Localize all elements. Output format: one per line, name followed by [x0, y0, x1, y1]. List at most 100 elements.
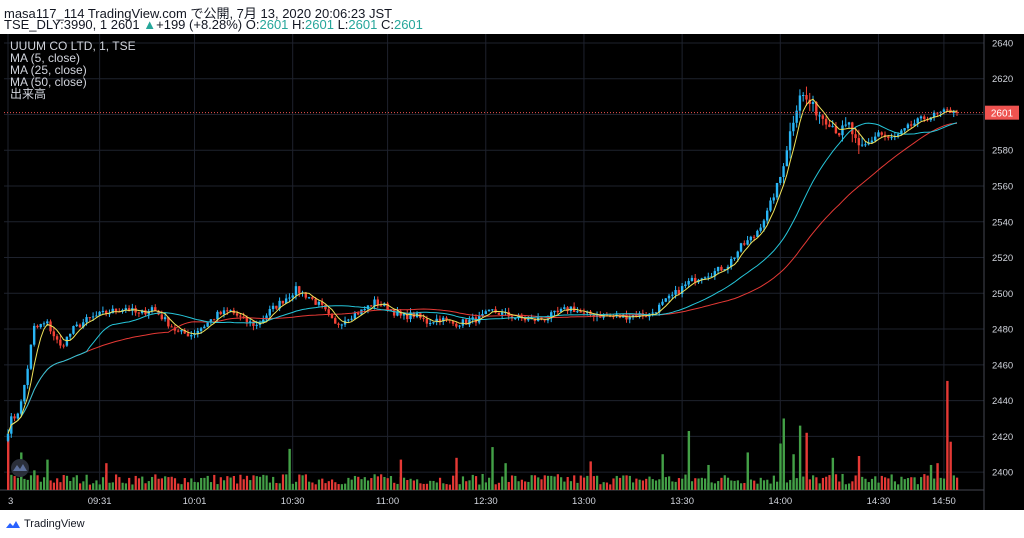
candle-body: [795, 110, 798, 123]
candle-body: [154, 307, 157, 311]
candle-body: [739, 243, 743, 252]
x-tick-label: 14:50: [932, 496, 956, 507]
candle-body: [756, 230, 759, 237]
candle-body: [170, 326, 173, 328]
volume-bar: [563, 481, 566, 490]
candle-body: [389, 309, 393, 311]
y-tick-label: 2620: [992, 74, 1013, 85]
tradingview-brand[interactable]: TradingView: [6, 518, 85, 530]
candle-body: [32, 325, 36, 345]
candle-body: [690, 277, 694, 281]
candle-body: [942, 109, 946, 112]
candle-body: [248, 321, 252, 323]
candle-body: [239, 315, 242, 317]
volume-bar: [340, 484, 343, 490]
candle-body: [85, 317, 88, 323]
chart-legend: UUUM CO LTD, 1, TSE MA (5, close) MA (25…: [10, 40, 136, 100]
volume-bar: [510, 475, 514, 490]
candle-body: [396, 311, 399, 316]
volume-bar: [579, 475, 582, 490]
x-tick-label: 14:30: [867, 496, 891, 507]
volume-bar: [52, 482, 56, 490]
last-price-tag: [985, 105, 1019, 120]
volume-bar: [929, 464, 933, 490]
volume-bar: [504, 463, 507, 490]
candle-body: [455, 323, 458, 327]
candle-body: [644, 316, 648, 318]
volume-bar: [533, 475, 537, 490]
volume-bar: [481, 473, 484, 490]
candle-body: [298, 286, 301, 294]
candle-body: [769, 200, 772, 211]
candle-body: [392, 309, 396, 316]
candle-body: [284, 298, 288, 304]
volume-bar: [900, 476, 903, 490]
volume-bar: [88, 484, 92, 490]
volume-bar: [36, 475, 39, 490]
volume-bar: [556, 474, 559, 490]
candle-body: [684, 284, 687, 287]
x-tick-label: 09:31: [88, 496, 112, 507]
volume-bar: [62, 474, 65, 490]
volume-bar: [105, 463, 108, 490]
candle-body: [762, 220, 766, 228]
candle-body: [507, 312, 510, 317]
volume-bar: [949, 441, 952, 490]
volume-bar: [488, 477, 491, 490]
volume-bar: [59, 482, 62, 490]
volume-bar: [396, 483, 399, 490]
volume-bar: [821, 477, 825, 490]
volume-bar: [393, 482, 396, 490]
volume-bar: [389, 476, 393, 490]
chart-area[interactable]: 2601 2400 2420 2440 2460 2480 2500 2520 2540 2560…: [0, 34, 1024, 510]
volume-bar: [887, 478, 890, 490]
volume-bar: [507, 481, 510, 490]
candle-body: [801, 95, 805, 97]
open-label: O:: [242, 17, 260, 32]
volume-bar: [501, 476, 504, 490]
candle-body: [39, 324, 42, 328]
volume-bar: [484, 482, 487, 490]
volume-bar: [144, 483, 147, 490]
candle-body: [766, 210, 769, 221]
y-tick-label: 2560: [992, 182, 1013, 193]
candle-body: [556, 310, 559, 313]
candle-body: [674, 290, 677, 295]
volume-bar: [690, 481, 694, 490]
candle-body: [409, 312, 412, 320]
volume-bar: [124, 483, 128, 490]
candle-body: [82, 322, 85, 328]
volume-bar: [311, 482, 314, 490]
candle-body: [589, 311, 592, 315]
volume-bar: [524, 481, 527, 490]
volume-bar: [890, 474, 893, 490]
volume-bar: [635, 478, 638, 490]
volume-bar: [841, 473, 844, 490]
volume-bar: [596, 475, 599, 490]
volume-bar: [337, 484, 340, 490]
candle-body: [442, 317, 445, 322]
chart-footer: TradingView: [0, 510, 1024, 538]
candle-body: [72, 326, 75, 334]
volume-bar: [779, 443, 782, 490]
price-chart[interactable]: 2601 2400 2420 2440 2460 2480 2500 2520 2540 2560…: [0, 34, 1024, 510]
volume-bar: [723, 475, 726, 490]
volume-bar: [700, 477, 703, 490]
candle-body: [203, 326, 206, 329]
volume-bar: [808, 479, 811, 490]
volume-bar: [658, 479, 661, 490]
candle-body: [497, 312, 501, 315]
candle-body: [559, 308, 563, 313]
candle-body: [6, 433, 10, 441]
candle-body: [199, 328, 203, 331]
candle-body: [317, 301, 321, 305]
volume-bar: [710, 482, 713, 490]
candle-body: [716, 266, 720, 272]
candle-body: [291, 295, 294, 298]
candle-body: [91, 316, 95, 318]
volume-bar: [255, 476, 258, 490]
candle-body: [23, 384, 26, 402]
volume-bar: [164, 476, 167, 490]
candle-body: [854, 134, 857, 139]
volume-bar: [366, 480, 370, 490]
